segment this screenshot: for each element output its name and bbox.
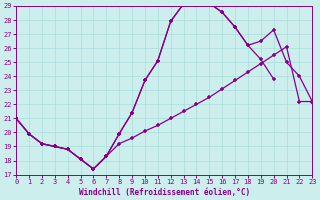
X-axis label: Windchill (Refroidissement éolien,°C): Windchill (Refroidissement éolien,°C) [79, 188, 250, 197]
